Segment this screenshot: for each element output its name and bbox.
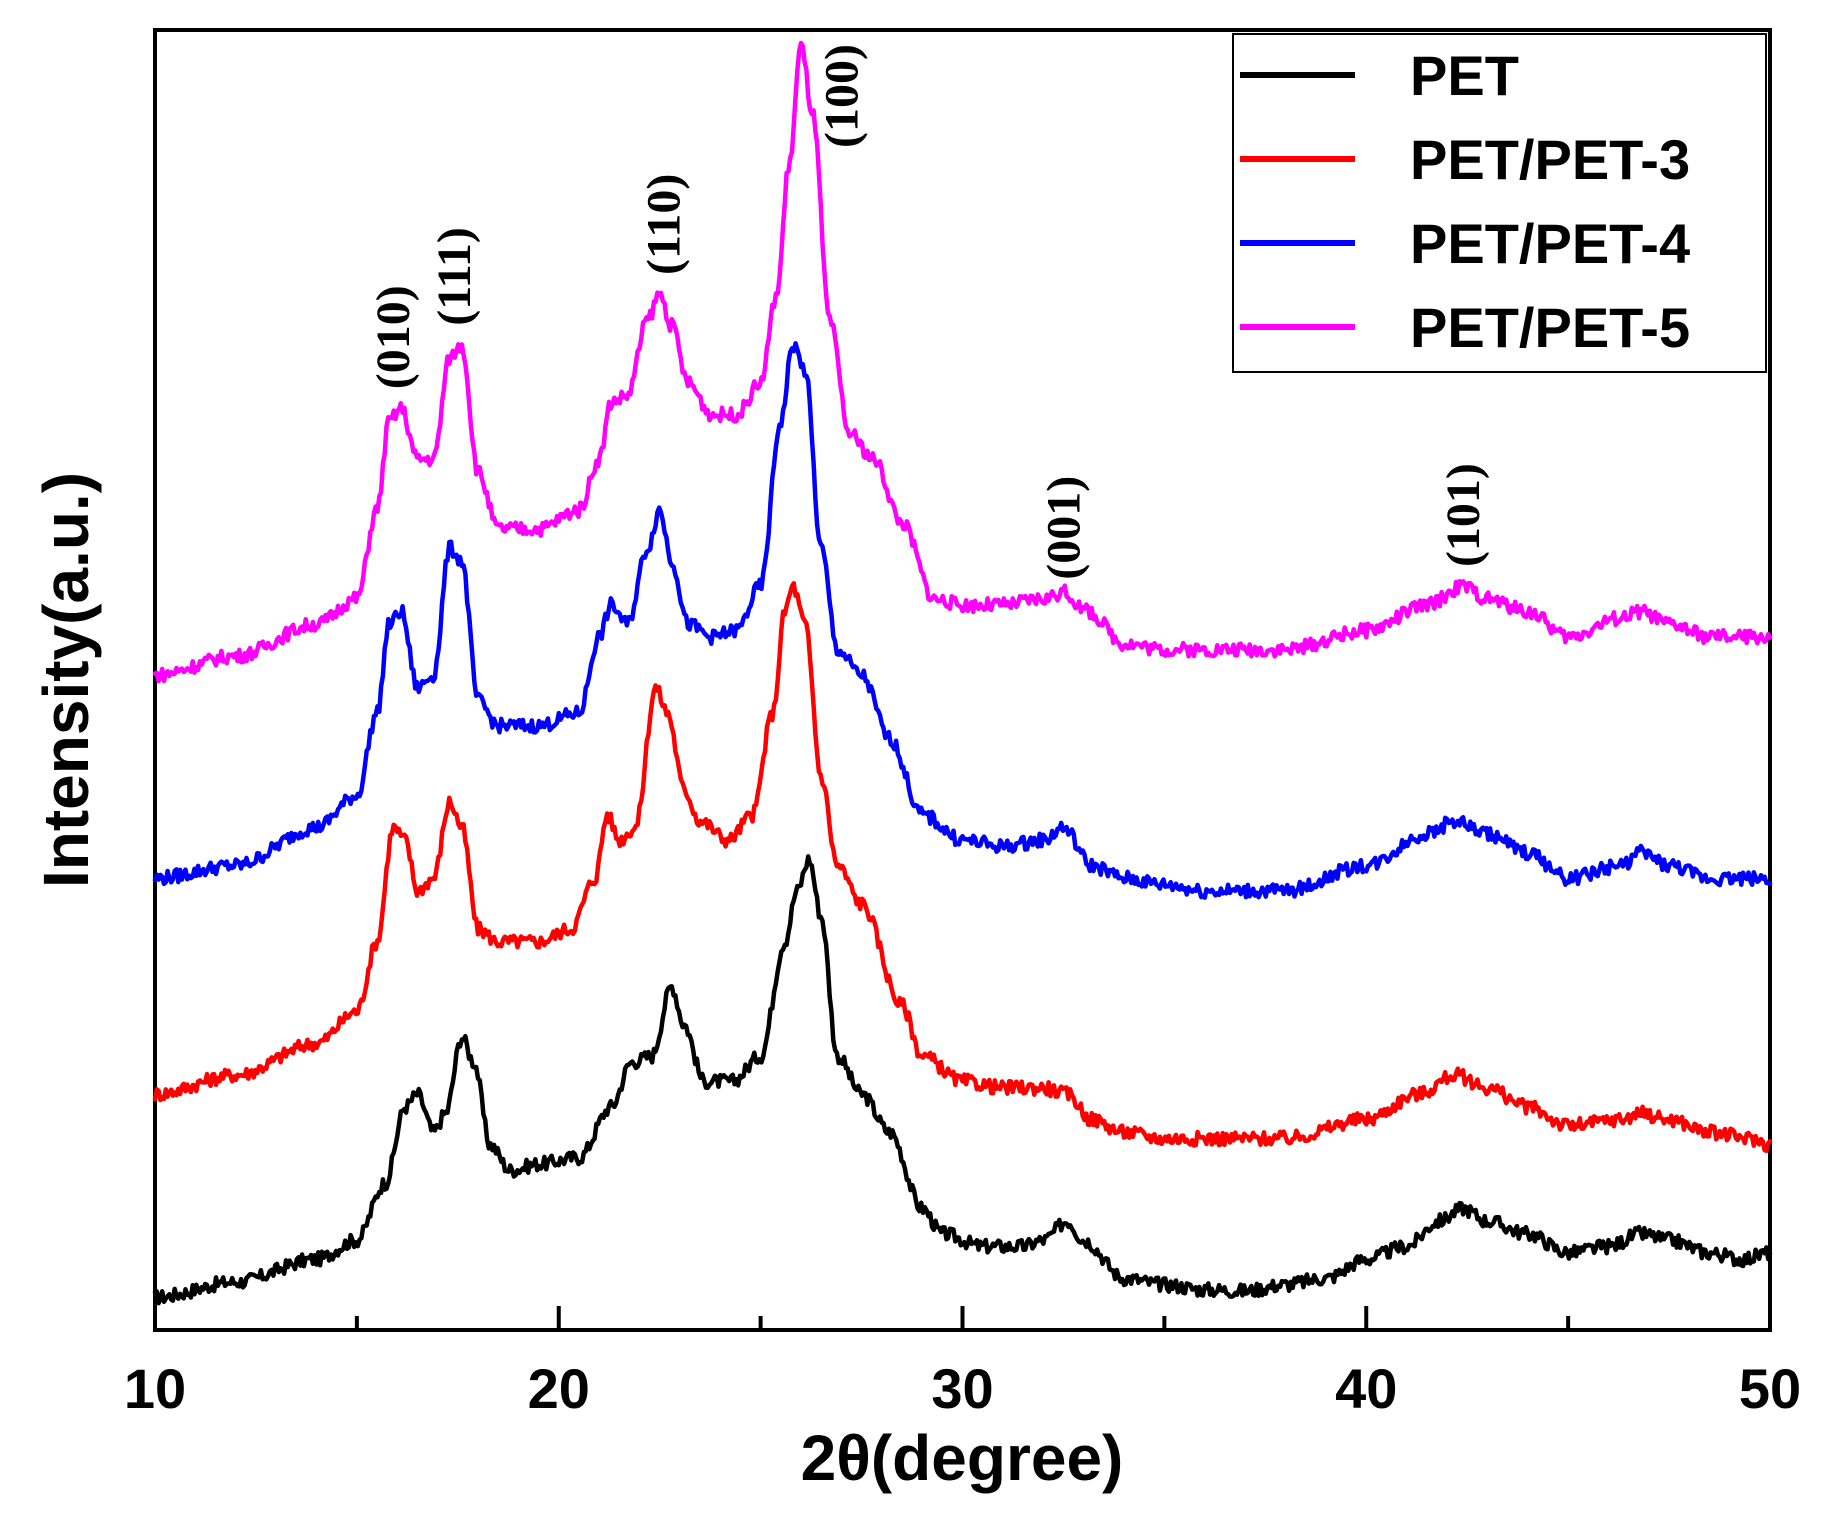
series-line-pet-pet-4 (152, 341, 1773, 900)
series-layer (152, 40, 1773, 1306)
peak-label: (110) (638, 174, 691, 275)
series-line-pet-pet-5 (152, 40, 1773, 684)
x-tick-label: 10 (124, 1357, 186, 1420)
series-line-pet-pet-3 (152, 581, 1773, 1154)
legend-label: PET/PET-3 (1410, 128, 1690, 191)
legend-label: PET/PET-4 (1410, 212, 1690, 275)
peak-annotations: (010)(111) (110) (100) (001) (101) (367, 44, 1490, 580)
x-axis-title: 2θ(degree) (801, 1422, 1124, 1494)
legend-label: PET (1410, 44, 1519, 107)
y-axis-title: Intensity(a.u.) (30, 472, 102, 888)
x-tick-label: 50 (1739, 1357, 1801, 1420)
peak-label: (010) (367, 285, 420, 389)
x-tick-label: 30 (931, 1357, 993, 1420)
x-tick-label: 20 (528, 1357, 590, 1420)
x-tick-label: 40 (1335, 1357, 1397, 1420)
peak-label: (001) (1037, 476, 1090, 580)
peak-label: (111) (428, 227, 481, 326)
peak-label: (101) (1437, 463, 1490, 567)
x-axis-ticks: 10 20 30 40 50 (124, 1306, 1801, 1420)
legend-label: PET/PET-5 (1410, 296, 1690, 359)
series-line-pet (152, 854, 1773, 1306)
legend-box (1232, 33, 1767, 373)
legend-items: PET PET/PET-3 PET/PET-4 PET/PET-5 (1240, 44, 1690, 359)
legend: PET PET/PET-3 PET/PET-4 PET/PET-5 (1232, 33, 1767, 373)
peak-label: (100) (815, 44, 868, 148)
